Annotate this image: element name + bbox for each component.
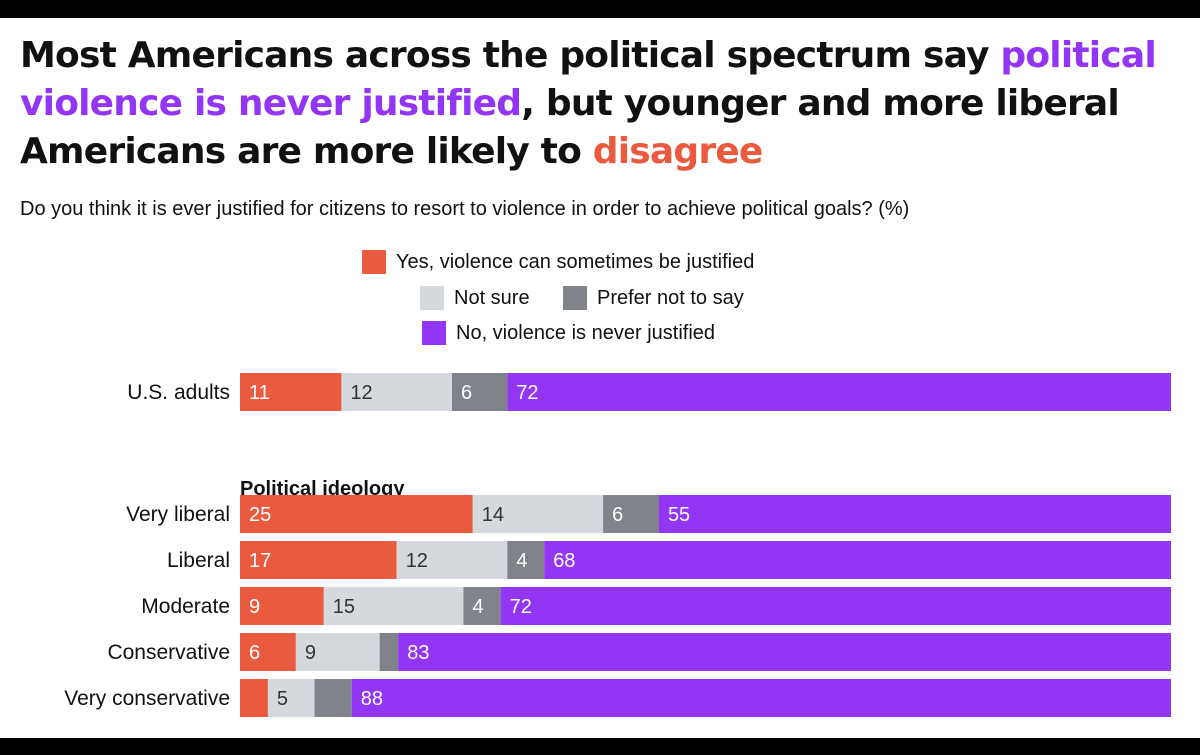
value-label-u-s-adults-no: 72 — [516, 382, 538, 404]
bar-conservative-not-sure — [295, 633, 380, 671]
title-part-1: Most Americans across the political spec… — [20, 35, 1001, 76]
legend-swatch-prefer-not — [563, 286, 587, 310]
chart-subtitle: Do you think it is ever justified for ci… — [20, 198, 910, 220]
value-label-conservative-no: 83 — [407, 642, 429, 664]
bar-liberal-yes — [240, 541, 397, 579]
value-label-moderate-no: 72 — [510, 596, 532, 618]
bar-very-liberal-prefer-not — [603, 495, 659, 533]
stacked-bar-chart: U.S. adults 11 12 6 72 Political ideology Very… — [64, 373, 1172, 717]
legend-swatch-not-sure — [420, 286, 444, 310]
row-label-very-conservative: Very conservative — [64, 687, 230, 710]
value-label-moderate-yes: 9 — [249, 596, 260, 618]
bar-conservative-no — [398, 633, 1171, 671]
value-label-u-s-adults-not-sure: 12 — [350, 382, 372, 404]
bar-u-s-adults-yes — [240, 373, 342, 411]
legend-item-not-sure: Not sure — [420, 286, 530, 310]
bar-u-s-adults-not-sure — [341, 373, 453, 411]
legend-label-no: No, violence is never justified — [456, 321, 716, 344]
value-label-very-liberal-prefer-not: 6 — [612, 504, 623, 526]
value-label-very-conservative-no: 88 — [361, 688, 383, 710]
bar-liberal-no — [544, 541, 1171, 579]
bar-very-liberal-yes — [240, 495, 473, 533]
chart-card: Most Americans across the political spec… — [0, 18, 1200, 738]
value-label-u-s-adults-yes: 11 — [249, 382, 270, 404]
bar-very-conservative-prefer-not — [314, 679, 352, 717]
row-label-very-liberal: Very liberal — [126, 503, 230, 526]
value-label-very-liberal-no: 55 — [668, 504, 690, 526]
value-label-conservative-not-sure: 9 — [305, 642, 316, 664]
legend-item-yes: Yes, violence can sometimes be justified — [362, 250, 754, 274]
bar-liberal-prefer-not — [507, 541, 545, 579]
value-label-very-liberal-yes: 25 — [249, 504, 271, 526]
bar-very-liberal-no — [658, 495, 1171, 533]
legend-label-prefer-not: Prefer not to say — [597, 286, 744, 309]
title-highlight-never-justified: political violence is never justified — [20, 35, 1157, 124]
value-label-liberal-not-sure: 12 — [406, 550, 428, 572]
bar-moderate-not-sure — [323, 587, 464, 625]
value-label-very-conservative-not-sure: 5 — [277, 688, 288, 710]
bar-moderate-prefer-not — [463, 587, 501, 625]
bar-very-conservative-no — [351, 679, 1172, 717]
value-label-liberal-prefer-not: 4 — [516, 550, 527, 572]
bar-conservative-yes — [240, 633, 296, 671]
value-label-conservative-yes: 6 — [249, 642, 260, 664]
legend-item-no: No, violence is never justified — [422, 321, 715, 345]
value-label-very-liberal-not-sure: 14 — [482, 504, 504, 526]
bar-u-s-adults-prefer-not — [452, 373, 508, 411]
title-highlight-disagree: disagree — [592, 131, 764, 172]
bar-very-conservative-not-sure — [267, 679, 315, 717]
legend-label-yes: Yes, violence can sometimes be justified — [396, 250, 755, 273]
chart-title: Most Americans across the political spec… — [20, 32, 1170, 176]
row-label-u-s-adults: U.S. adults — [127, 381, 230, 404]
bar-conservative-prefer-not — [379, 633, 399, 671]
row-label-liberal: Liberal — [167, 549, 230, 572]
value-label-moderate-not-sure: 15 — [333, 596, 355, 618]
value-label-u-s-adults-prefer-not: 6 — [461, 382, 472, 404]
bar-liberal-not-sure — [396, 541, 508, 579]
legend-swatch-no — [422, 321, 446, 345]
group-heading-political-ideology: Political ideology — [240, 478, 405, 500]
row-label-moderate: Moderate — [141, 595, 230, 618]
bar-very-liberal-not-sure — [472, 495, 604, 533]
legend-swatch-yes — [362, 250, 386, 274]
value-label-liberal-yes: 17 — [249, 550, 271, 572]
bar-very-conservative-yes — [240, 679, 268, 717]
bar-moderate-no — [500, 587, 1171, 625]
bar-u-s-adults-no — [507, 373, 1171, 411]
row-label-conservative: Conservative — [107, 641, 230, 664]
value-label-liberal-no: 68 — [553, 550, 575, 572]
legend-item-prefer-not: Prefer not to say — [563, 286, 744, 310]
bar-moderate-yes — [240, 587, 324, 625]
value-label-moderate-prefer-not: 4 — [472, 596, 483, 618]
legend-label-not-sure: Not sure — [454, 286, 530, 309]
title-part-2: , but younger and more liberal Americans… — [20, 83, 1120, 172]
